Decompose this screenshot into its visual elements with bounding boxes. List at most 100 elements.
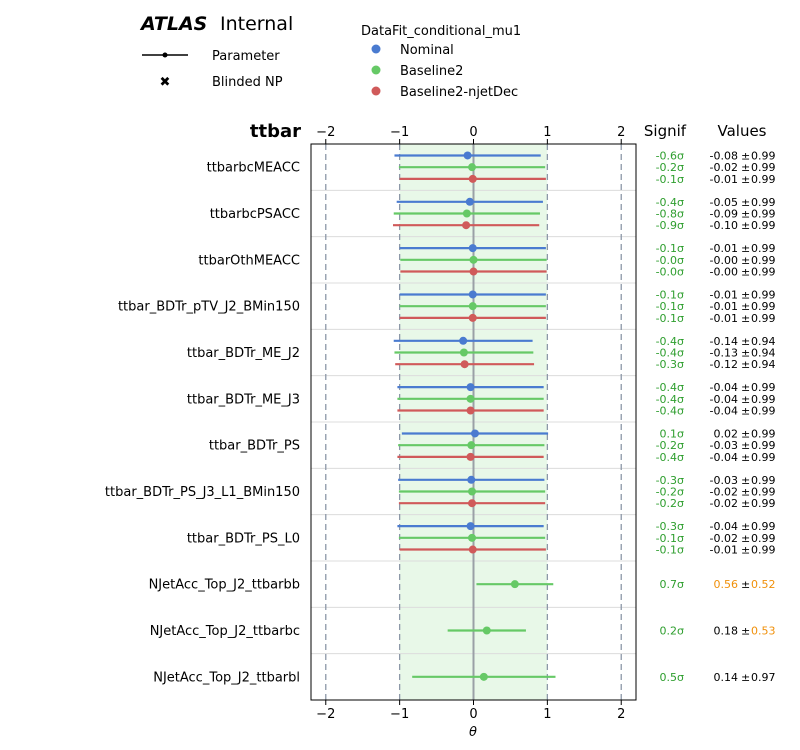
value-label: 0.02 — [714, 427, 739, 440]
point-marker — [466, 383, 475, 392]
pm-sign: ± — [741, 254, 750, 267]
point-marker — [468, 545, 477, 554]
point-marker — [466, 452, 475, 461]
parameter-row: NJetAcc_Top_J2_ttbarbb 0.7σ 0.56 ±0.52 — [149, 578, 776, 593]
value-label: -0.02 — [710, 161, 738, 174]
error-label: 0.94 — [751, 347, 776, 360]
value-label: -0.09 — [710, 208, 738, 221]
point-marker — [468, 290, 477, 299]
pm-sign: ± — [741, 532, 750, 545]
blinded-key-label: Blinded NP — [212, 75, 283, 90]
point-marker — [468, 244, 477, 253]
point-marker — [468, 533, 477, 542]
point-marker — [470, 429, 479, 438]
pm-sign: ± — [741, 242, 750, 255]
pm-sign: ± — [741, 381, 750, 394]
value-label: -0.10 — [710, 219, 738, 232]
error-label: 0.99 — [751, 208, 776, 221]
error-label: 0.99 — [751, 405, 776, 418]
value-label: -0.00 — [710, 254, 738, 267]
signif-label: -0.4σ — [656, 405, 684, 418]
error-label: 0.99 — [751, 532, 776, 545]
point-marker — [462, 209, 471, 218]
signif-label: -0.4σ — [656, 381, 684, 394]
signif-label: -0.1σ — [656, 532, 684, 545]
blinded-key-marker: ✖ — [160, 75, 171, 90]
legend: Nominal Baseline2 Baseline2-njetDec — [371, 43, 518, 100]
value-label: -0.02 — [710, 497, 738, 510]
signif-label: -0.1σ — [656, 242, 684, 255]
point-marker — [479, 672, 488, 681]
parameter-row: ttbar_BDTr_pTV_J2_BMin150 -0.1σ -0.01 ±0.99… — [118, 288, 776, 324]
legend-marker — [371, 86, 381, 96]
point-marker — [510, 580, 519, 589]
error-label: 0.52 — [751, 578, 776, 591]
point-marker — [466, 406, 475, 415]
signif-label: -0.0σ — [656, 254, 684, 267]
signif-label: 0.5σ — [660, 671, 684, 684]
error-label: 0.99 — [751, 393, 776, 406]
value-label: -0.02 — [710, 486, 738, 499]
value-label: -0.04 — [710, 451, 738, 464]
error-label: 0.99 — [751, 219, 776, 232]
point-marker — [465, 197, 474, 206]
pm-sign: ± — [741, 288, 750, 301]
point-marker — [468, 487, 477, 496]
legend-label: Baseline2-njetDec — [400, 85, 518, 100]
parameter-label: ttbar_BDTr_pTV_J2_BMin150 — [118, 300, 300, 315]
error-label: 0.99 — [751, 497, 776, 510]
axes: −2 −2 −1 −1 0 0 1 1 2 2 — [310, 125, 637, 722]
pm-sign: ± — [741, 427, 750, 440]
value-label: -0.03 — [710, 439, 738, 452]
signif-label: -0.4σ — [656, 196, 684, 209]
pm-sign: ± — [741, 208, 750, 221]
signif-label: -0.0σ — [656, 266, 684, 279]
signif-label: -0.4σ — [656, 393, 684, 406]
signif-label: -0.3σ — [656, 520, 684, 533]
experiment-label: ATLAS — [139, 13, 207, 35]
signif-label: -0.4σ — [656, 335, 684, 348]
pm-sign: ± — [741, 358, 750, 371]
value-label: -0.12 — [710, 358, 738, 371]
status-label: Internal — [220, 13, 293, 35]
error-label: 0.99 — [751, 520, 776, 533]
pm-sign: ± — [741, 578, 750, 591]
parameter-row: ttbarOthMEACC -0.1σ -0.01 ±0.99 -0.0σ -0.00 ±0… — [198, 242, 775, 278]
signif-header: Signif — [644, 122, 687, 140]
x-tick-label-bottom: 1 — [543, 707, 551, 722]
signif-label: -0.3σ — [656, 474, 684, 487]
point-marker — [469, 267, 478, 276]
x-tick-label-top: 0 — [469, 125, 477, 140]
signif-label: -0.1σ — [656, 300, 684, 313]
error-label: 0.99 — [751, 300, 776, 313]
error-label: 0.53 — [751, 625, 776, 638]
pm-sign: ± — [741, 149, 750, 162]
point-marker — [468, 499, 477, 508]
point-marker — [482, 626, 491, 635]
error-label: 0.99 — [751, 266, 776, 279]
parameter-key-label: Parameter — [212, 49, 280, 64]
plot-area — [311, 144, 636, 700]
error-label: 0.94 — [751, 335, 776, 348]
error-label: 0.99 — [751, 254, 776, 267]
legend-marker — [371, 44, 381, 54]
parameter-row: ttbar_BDTr_PS_J3_L1_BMin150 -0.3σ -0.03 ±0.… — [105, 474, 776, 510]
pm-sign: ± — [741, 347, 750, 360]
error-label: 0.99 — [751, 451, 776, 464]
parameter-label: ttbar_BDTr_PS_L0 — [187, 531, 300, 546]
value-label: -0.00 — [710, 266, 738, 279]
error-label: 0.99 — [751, 149, 776, 162]
value-label: -0.04 — [710, 405, 738, 418]
parameter-key-dot — [162, 52, 168, 58]
error-label: 0.97 — [751, 671, 776, 684]
value-label: -0.01 — [710, 544, 738, 557]
error-label: 0.99 — [751, 544, 776, 557]
error-label: 0.94 — [751, 358, 776, 371]
value-label: -0.04 — [710, 520, 738, 533]
point-marker — [468, 174, 477, 183]
pm-sign: ± — [741, 497, 750, 510]
pm-sign: ± — [741, 486, 750, 499]
point-marker — [468, 313, 477, 322]
signif-label: -0.1σ — [656, 312, 684, 325]
point-marker — [468, 163, 477, 172]
